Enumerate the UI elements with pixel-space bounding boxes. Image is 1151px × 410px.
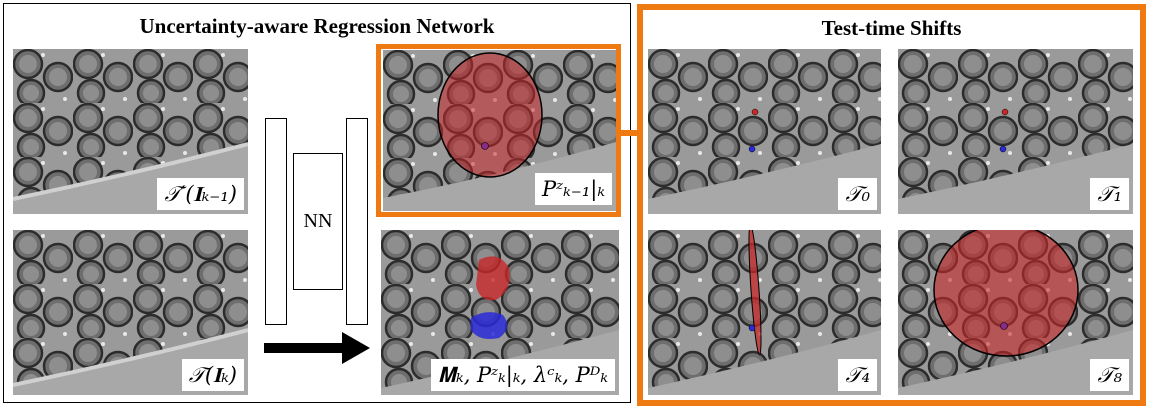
uncertainty-ellipse xyxy=(933,230,1079,357)
current-frame-label: 𝒯(𝐈ₖ) xyxy=(181,359,244,391)
uncertainty-ellipse xyxy=(437,52,543,178)
test-time-shifts-title: Test-time Shifts xyxy=(821,16,962,40)
shift-panel-t1: 𝒯₁ xyxy=(898,49,1133,214)
nn-input-layer xyxy=(265,118,287,325)
regression-network-title: Uncertainty-aware Regression Network xyxy=(139,14,495,38)
output-panel-prediction-map: 𝐌ₖ, Pᶻₖ|ₖ, λᶜₖ, Pᴰₖ xyxy=(381,230,619,395)
shift-panel-t0: 𝒯₀ xyxy=(648,49,881,214)
regression-network-box xyxy=(3,3,631,403)
red-segmentation-blob xyxy=(476,256,510,301)
shift-label-t0: 𝒯₀ xyxy=(838,178,877,210)
red-marker xyxy=(751,108,759,116)
shift-label-t8: 𝒯₈ xyxy=(1090,359,1129,391)
previous-frame-label: 𝒯′(𝐈ₖ₋₁) xyxy=(157,178,244,210)
uncertainty-ellipse xyxy=(748,230,762,356)
output-panel-prediction-prior: Pᶻₖ₋₁|ₖ xyxy=(383,50,616,211)
shift-label-t1: 𝒯₁ xyxy=(1090,178,1129,210)
nn-output-layer xyxy=(346,118,368,325)
orange-connector xyxy=(621,130,638,136)
shift-panel-t8: 𝒯₈ xyxy=(898,230,1133,395)
test-time-shifts-box xyxy=(637,4,1146,406)
prediction-prior-frame xyxy=(376,44,621,217)
blue-segmentation-blob xyxy=(471,312,508,339)
prediction-prior-label: Pᶻₖ₋₁|ₖ xyxy=(535,173,612,205)
blue-marker xyxy=(748,324,756,332)
blue-marker xyxy=(748,145,756,153)
shift-label-t4: 𝒯₄ xyxy=(838,359,877,391)
shift-panel-t4: 𝒯₄ xyxy=(648,230,881,395)
input-panel-current-frame: 𝒯(𝐈ₖ) xyxy=(13,230,248,395)
position-marker xyxy=(481,142,489,150)
prediction-map-label: 𝐌ₖ, Pᶻₖ|ₖ, λᶜₖ, Pᴰₖ xyxy=(430,359,615,391)
position-marker xyxy=(1000,322,1008,330)
cell-image xyxy=(648,49,881,214)
flow-arrow xyxy=(264,332,370,364)
red-marker xyxy=(1001,108,1009,116)
input-panel-previous-frame: 𝒯′(𝐈ₖ₋₁) xyxy=(13,49,248,214)
blue-marker xyxy=(999,145,1007,153)
cell-image xyxy=(898,49,1133,214)
nn-label: NN xyxy=(303,210,333,232)
nn-hidden-layer xyxy=(293,153,343,290)
